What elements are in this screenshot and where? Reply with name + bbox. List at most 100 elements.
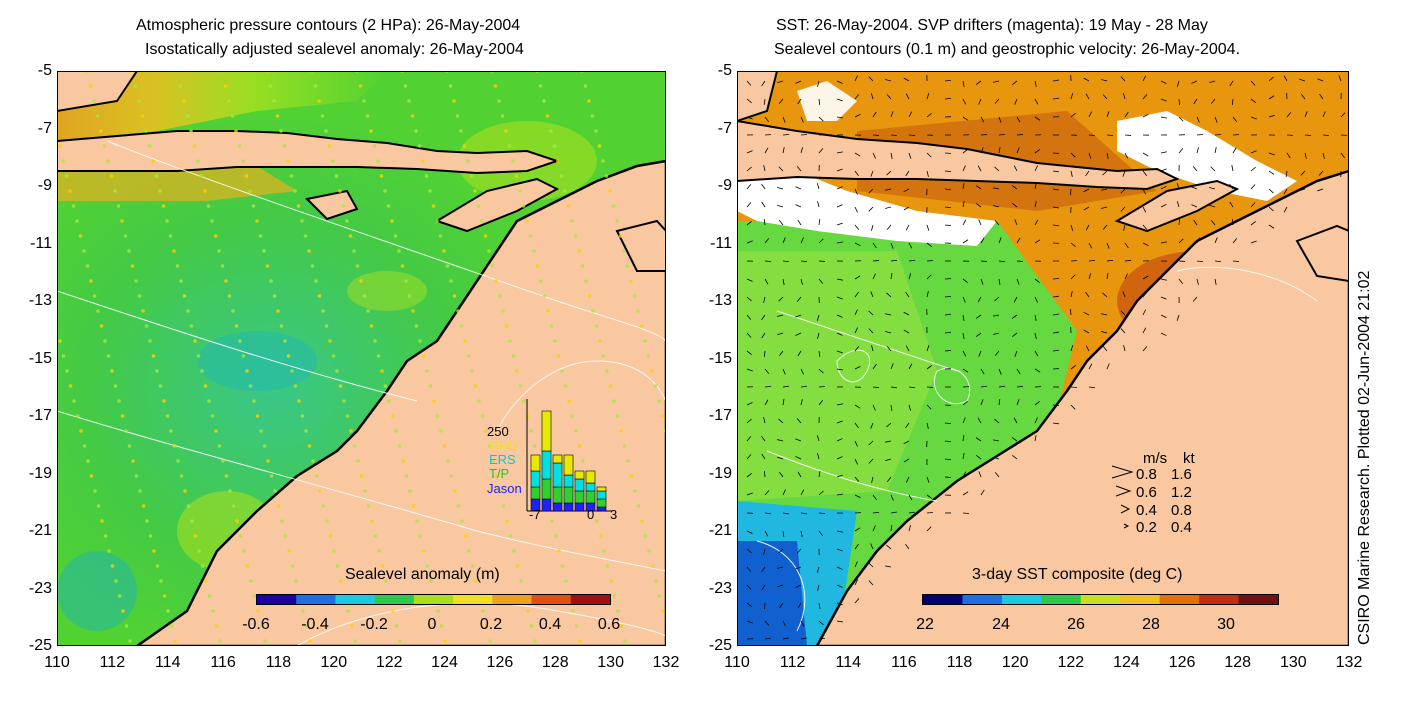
velocity-arrow [885,440,892,443]
altimeter-track-dot [636,309,640,313]
altimeter-track-dot [442,444,447,448]
altimeter-track-dot [221,459,225,463]
velocity-arrow [1085,93,1090,100]
velocity-arrow [886,476,892,482]
altimeter-track-dot [133,84,138,88]
velocity-arrow [854,561,858,568]
velocity-arrow [1106,134,1114,136]
altimeter-track-dot [168,234,173,238]
altimeter-track-dot [127,444,132,448]
altimeter-track-dot [650,564,655,568]
left-lon-tick: 122 [375,654,403,671]
velocity-arrow [777,314,784,317]
altimeter-track-dot [411,309,415,313]
inset-bar-ers [530,470,541,488]
altimeter-track-dot [193,534,198,538]
altimeter-track-dot [89,474,94,478]
altimeter-track-dot [251,204,256,208]
altimeter-track-dot [213,234,218,238]
velocity-arrow [816,566,820,573]
altimeter-track-dot [303,234,308,238]
altimeter-track-dot [75,414,80,418]
altimeter-track-dot [459,324,464,328]
altimeter-track-dot [179,474,184,478]
velocity-arrow [782,147,785,154]
velocity-arrow [836,168,843,172]
velocity-arrow [926,93,930,100]
velocity-arrow [836,204,843,208]
altimeter-track-dot [570,414,575,418]
altimeter-track-dot [481,609,485,613]
altimeter-track-dot [314,474,319,478]
velocity-arrow [872,404,876,411]
velocity-arrow [817,332,820,339]
altimeter-track-dot [65,369,69,373]
velocity-arrow [1014,350,1018,357]
velocity-arrow [998,134,1006,136]
altimeter-track-dot [567,399,571,403]
right-lon-tick: 126 [1168,654,1196,671]
altimeter-track-dot [556,159,560,163]
right-map-sst [737,71,1349,646]
altimeter-track-dot [352,249,356,253]
altimeter-track-dot [318,489,322,493]
inset-bar-jason [596,506,607,512]
velocity-arrow [854,476,860,482]
altimeter-track-dot [158,384,163,388]
velocity-arrow [890,363,894,370]
altimeter-track-dot [190,519,194,523]
velocity-arrow [1016,237,1021,244]
altimeter-track-dot [418,339,422,343]
velocity-arrow [908,511,915,514]
velocity-arrow [777,566,784,569]
velocity-arrow [800,489,805,496]
altimeter-track-dot [445,264,450,268]
velocity-arrow [1142,152,1149,157]
altimeter-track-dot [300,414,305,418]
velocity-arrow [998,116,1002,123]
altimeter-track-dot [618,234,623,238]
altimeter-track-dot [238,534,243,538]
velocity-arrow [1124,260,1132,262]
inset-bar-tp [585,490,596,504]
altimeter-track-dot [210,219,214,223]
velocity-arrow [1088,363,1093,370]
left-lon-tick: 120 [320,654,348,671]
altimeter-track-dot [556,354,561,358]
vel-legend-ms-1: 0.6 [1136,484,1157,501]
left-lon-tick: 114 [154,654,181,671]
altimeter-track-dot [210,414,215,418]
altimeter-track-dot [629,279,633,283]
altimeter-track-dot [605,564,610,568]
altimeter-track-dot [508,534,513,538]
velocity-arrow [1142,206,1147,213]
altimeter-track-dot [183,489,187,493]
velocity-arrow [872,152,876,159]
altimeter-track-dot [418,534,423,538]
velocity-arrow [782,385,789,388]
velocity-arrow [764,368,770,374]
altimeter-track-dot [581,459,585,463]
altimeter-track-dot [594,324,599,328]
altimeter-track-dot [494,474,499,478]
altimeter-track-dot [414,129,418,133]
altimeter-track-dot [110,369,114,373]
velocity-arrow [836,80,843,84]
velocity-arrow [1250,98,1257,103]
altimeter-track-dot [660,414,665,418]
left-lon-tick: 132 [652,654,680,671]
velocity-arrow [854,327,858,334]
altimeter-track-dot [356,459,360,463]
velocity-arrow [1301,94,1306,100]
altimeter-track-dot [211,609,215,613]
velocity-arrow [926,224,930,231]
velocity-arrow [1210,98,1216,104]
vel-legend-ms-0: 0.8 [1136,466,1157,483]
altimeter-track-dot [654,579,658,583]
altimeter-track-dot [446,459,450,463]
vel-legend-kt-1: 1.2 [1171,484,1192,501]
velocity-arrow [980,237,985,244]
velocity-arrow [1101,188,1108,191]
altimeter-track-dot [266,459,270,463]
altimeter-track-dot [487,444,492,448]
